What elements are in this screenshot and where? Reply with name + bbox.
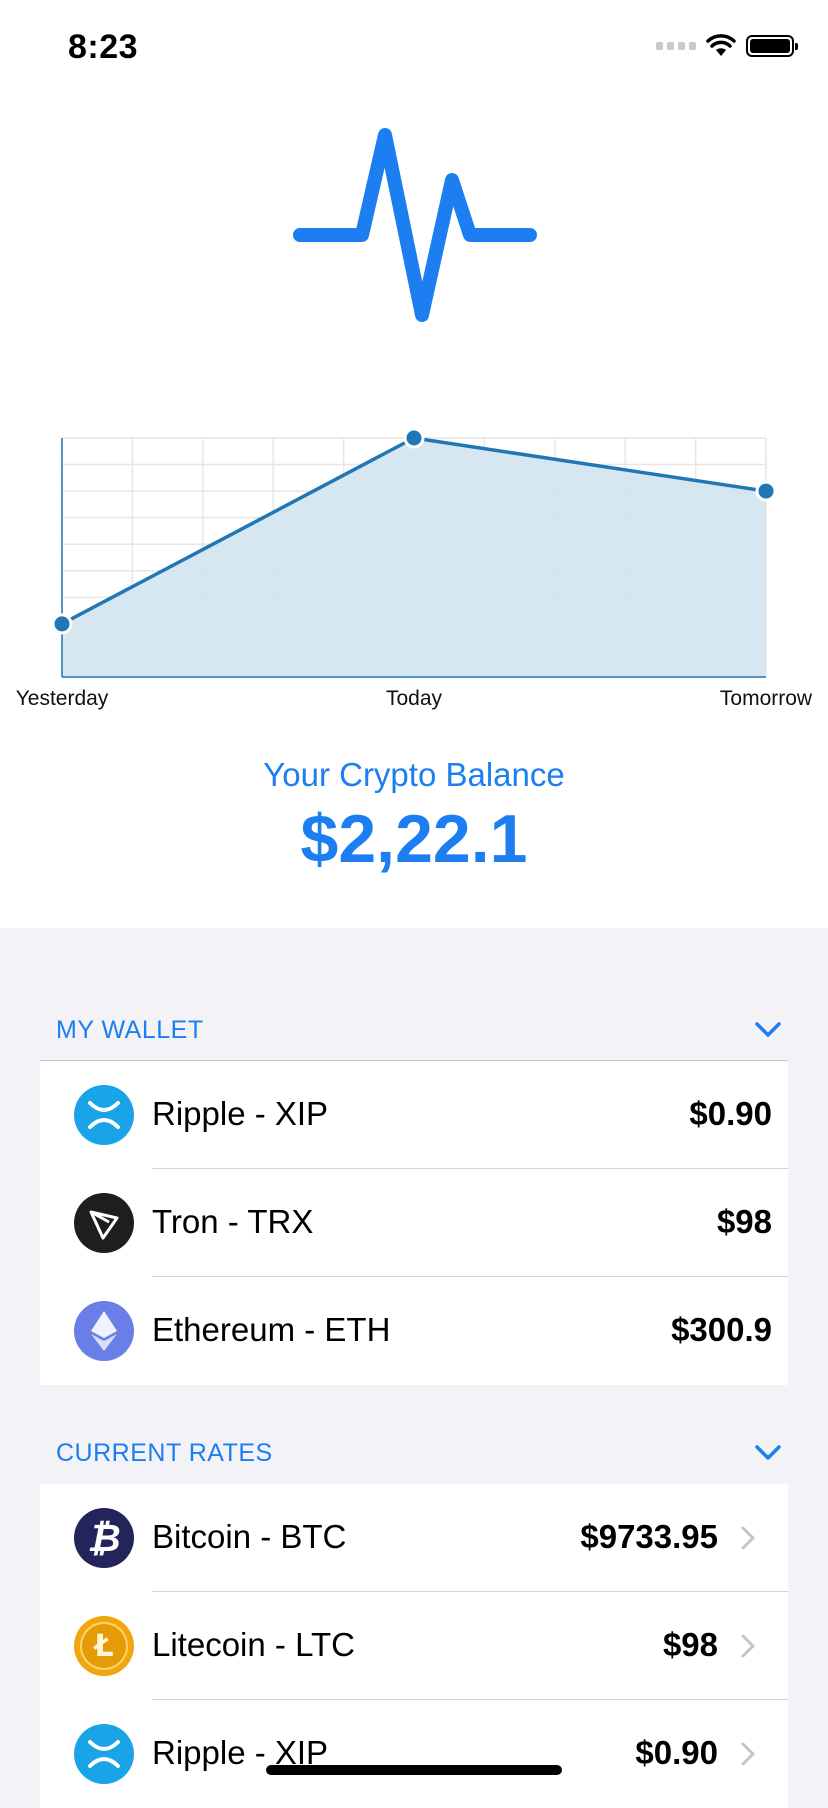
wallet-row-tron[interactable]: Tron - TRX $98 <box>40 1169 788 1277</box>
pulse-logo-icon <box>293 128 537 322</box>
balance-value: $2,22.1 <box>300 801 528 877</box>
data-point <box>755 480 777 502</box>
coin-price: $98 <box>716 1203 772 1240</box>
tron-icon <box>74 1193 134 1253</box>
data-point <box>51 613 73 635</box>
litecoin-icon: Ł <box>74 1616 134 1676</box>
coin-name: Ripple - XIP <box>152 1095 329 1132</box>
chevron-down-icon[interactable] <box>754 1016 782 1044</box>
data-point <box>403 427 425 449</box>
header-area: 8:23 Yesterday Today Tomorrow Your Crypto … <box>0 0 828 928</box>
coin-price: $300.9 <box>671 1311 772 1348</box>
balance-label: Your Crypto Balance <box>263 756 565 793</box>
coin-price: $0.90 <box>635 1734 718 1771</box>
wallet-section-title: MY WALLET <box>56 1015 204 1044</box>
home-indicator[interactable] <box>266 1765 562 1775</box>
ripple-icon <box>74 1724 134 1784</box>
coin-name: Litecoin - LTC <box>152 1626 355 1663</box>
ripple-icon <box>74 1085 134 1145</box>
coin-name: Ripple - XIP <box>152 1734 329 1771</box>
x-tick-label: Today <box>386 687 443 710</box>
bitcoin-icon: ₿ <box>74 1508 134 1568</box>
coin-name: Tron - TRX <box>152 1203 314 1240</box>
wallet-row-ripple[interactable]: Ripple - XIP $0.90 <box>40 1061 788 1169</box>
rates-list: ₿ Bitcoin - BTC $9733.95 Ł Litecoin - LT… <box>40 1484 788 1808</box>
status-time: 8:23 <box>68 28 139 66</box>
battery-icon <box>746 35 798 57</box>
wallet-row-ethereum[interactable]: Ethereum - ETH $300.9 <box>40 1277 788 1385</box>
wifi-icon <box>706 34 736 56</box>
coin-price: $0.90 <box>689 1095 772 1132</box>
cellular-signal-icon <box>656 42 696 50</box>
series-area <box>62 438 766 677</box>
rates-row-bitcoin[interactable]: ₿ Bitcoin - BTC $9733.95 <box>40 1484 788 1592</box>
x-tick-label: Yesterday <box>16 687 109 710</box>
coin-price: $98 <box>662 1626 718 1663</box>
rates-row-ripple[interactable]: Ripple - XIP $0.90 <box>40 1700 788 1808</box>
chevron-down-icon[interactable] <box>754 1439 782 1467</box>
rates-section-header[interactable]: CURRENT RATES <box>56 1433 782 1473</box>
x-tick-label: Tomorrow <box>720 687 813 710</box>
ethereum-icon <box>74 1301 134 1361</box>
wallet-section-header[interactable]: MY WALLET <box>56 1010 782 1050</box>
chevron-right-icon <box>741 1526 755 1550</box>
coin-price: $9733.95 <box>580 1518 718 1555</box>
balance-chart: Yesterday Today Tomorrow <box>16 427 813 710</box>
status-indicators <box>656 34 798 58</box>
coin-name: Bitcoin - BTC <box>152 1518 347 1555</box>
chevron-right-icon <box>741 1742 755 1766</box>
coin-name: Ethereum - ETH <box>152 1311 391 1348</box>
chevron-right-icon <box>741 1634 755 1658</box>
wallet-list: Ripple - XIP $0.90 Tron - TRX $98 Ethere… <box>40 1060 788 1385</box>
rates-section-title: CURRENT RATES <box>56 1438 273 1467</box>
rates-row-litecoin[interactable]: Ł Litecoin - LTC $98 <box>40 1592 788 1700</box>
